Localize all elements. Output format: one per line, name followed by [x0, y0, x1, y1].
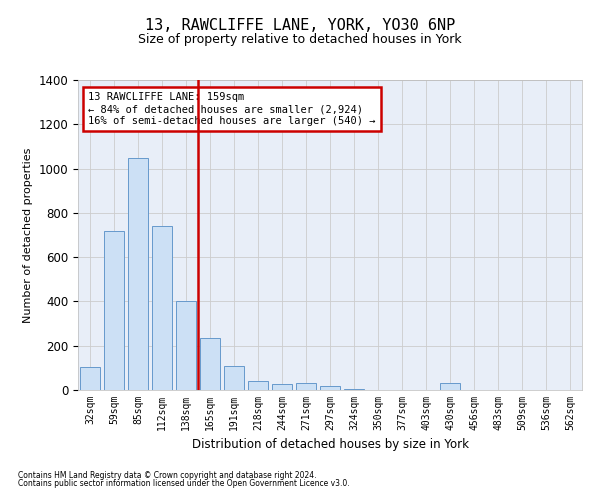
Y-axis label: Number of detached properties: Number of detached properties: [23, 148, 33, 322]
Bar: [176, 302, 196, 390]
X-axis label: Distribution of detached houses by size in York: Distribution of detached houses by size …: [191, 438, 469, 452]
Bar: [344, 389, 364, 390]
Bar: [296, 384, 316, 390]
Text: 13 RAWCLIFFE LANE: 159sqm
← 84% of detached houses are smaller (2,924)
16% of se: 13 RAWCLIFFE LANE: 159sqm ← 84% of detac…: [88, 92, 376, 126]
Bar: [128, 158, 148, 390]
Bar: [272, 384, 292, 390]
Text: Contains HM Land Registry data © Crown copyright and database right 2024.: Contains HM Land Registry data © Crown c…: [18, 470, 317, 480]
Bar: [152, 226, 172, 390]
Bar: [224, 366, 244, 390]
Text: Size of property relative to detached houses in York: Size of property relative to detached ho…: [138, 32, 462, 46]
Bar: [440, 384, 460, 390]
Bar: [200, 338, 220, 390]
Text: 13, RAWCLIFFE LANE, YORK, YO30 6NP: 13, RAWCLIFFE LANE, YORK, YO30 6NP: [145, 18, 455, 32]
Bar: [104, 230, 124, 390]
Text: Contains public sector information licensed under the Open Government Licence v3: Contains public sector information licen…: [18, 479, 350, 488]
Bar: [80, 367, 100, 390]
Bar: [248, 381, 268, 390]
Bar: [320, 386, 340, 390]
